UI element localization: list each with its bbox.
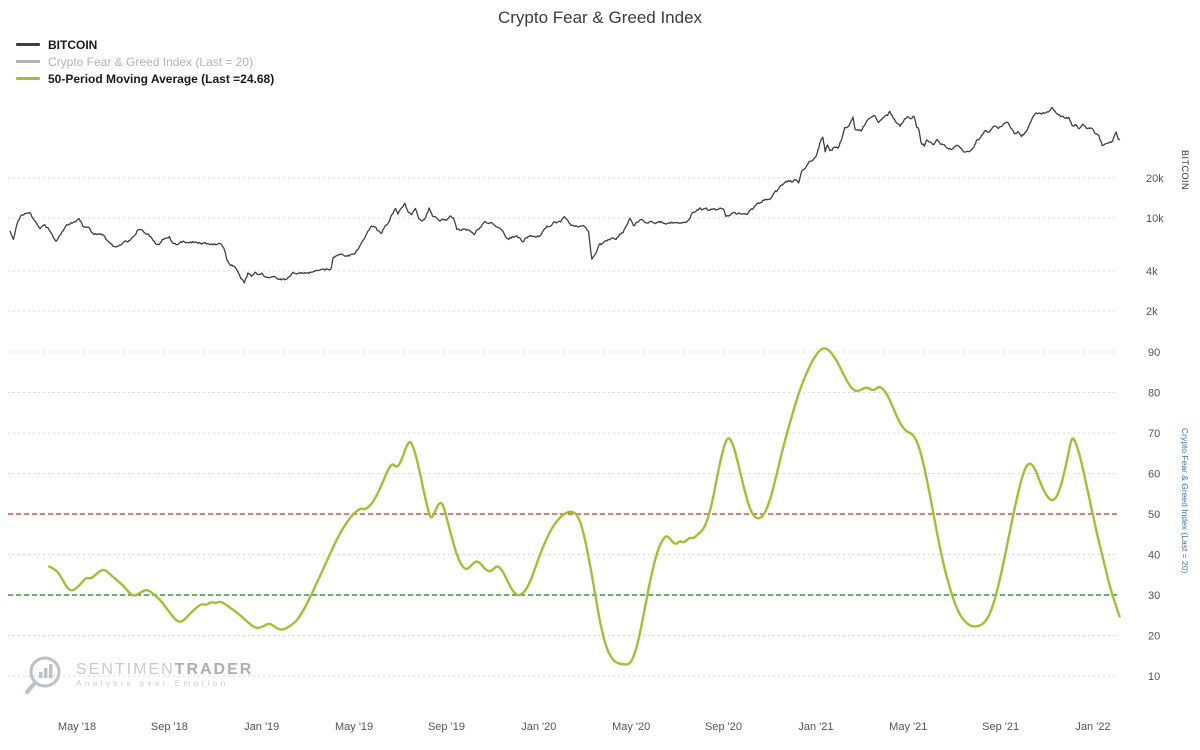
y-tick-bitcoin: 4k bbox=[1146, 266, 1158, 278]
y-tick-index: 30 bbox=[1148, 590, 1160, 602]
y-tick-index: 10 bbox=[1148, 671, 1160, 683]
moving-average-line bbox=[48, 347, 1121, 666]
y-tick-bitcoin: 20k bbox=[1146, 173, 1164, 185]
y-tick-bitcoin: 10k bbox=[1146, 213, 1164, 225]
legend-label-moving-average: 50-Period Moving Average (Last =24.68) bbox=[48, 71, 275, 86]
x-tick: May '18 bbox=[58, 721, 96, 733]
y-tick-index: 60 bbox=[1148, 469, 1160, 481]
legend-item-bitcoin: BITCOIN bbox=[16, 36, 274, 53]
y-tick-index: 20 bbox=[1148, 631, 1160, 643]
x-tick: Sep '19 bbox=[428, 721, 465, 733]
legend-swatch-moving-average bbox=[16, 77, 40, 80]
x-tick: May '21 bbox=[889, 721, 927, 733]
x-tick: Jan '22 bbox=[1075, 721, 1110, 733]
legend-label-bitcoin: BITCOIN bbox=[48, 37, 98, 52]
legend-label-fear-greed-index: Crypto Fear & Greed Index (Last = 20) bbox=[48, 54, 254, 69]
legend-swatch-fear-greed-index bbox=[16, 60, 40, 63]
bitcoin-price-line bbox=[9, 107, 1121, 284]
legend-swatch-bitcoin bbox=[16, 43, 40, 46]
x-tick: Jan '21 bbox=[798, 721, 833, 733]
legend-item-fear-greed-index: Crypto Fear & Greed Index (Last = 20) bbox=[16, 53, 274, 70]
y-tick-index: 50 bbox=[1148, 509, 1160, 521]
x-tick: Jan '20 bbox=[521, 721, 556, 733]
legend: BITCOIN Crypto Fear & Greed Index (Last … bbox=[16, 36, 274, 87]
x-tick: May '19 bbox=[335, 721, 373, 733]
y-tick-index: 40 bbox=[1148, 550, 1160, 562]
x-tick: Sep '21 bbox=[982, 721, 1019, 733]
right-axis-title-bitcoin: BITCOIN bbox=[1180, 150, 1190, 191]
y-tick-index: 90 bbox=[1148, 347, 1160, 359]
x-tick: Sep '18 bbox=[151, 721, 188, 733]
right-axis-title-fear-greed: Crypto Fear & Greed Index (Last = 20) bbox=[1180, 428, 1190, 574]
x-tick: May '20 bbox=[612, 721, 650, 733]
page-title: Crypto Fear & Greed Index bbox=[497, 8, 703, 27]
x-tick: Jan '19 bbox=[244, 721, 279, 733]
legend-item-moving-average: 50-Period Moving Average (Last =24.68) bbox=[16, 70, 274, 87]
y-tick-index: 70 bbox=[1148, 428, 1160, 440]
y-tick-index: 80 bbox=[1148, 388, 1160, 400]
x-tick: Sep '20 bbox=[705, 721, 742, 733]
y-tick-bitcoin: 2k bbox=[1146, 306, 1158, 318]
